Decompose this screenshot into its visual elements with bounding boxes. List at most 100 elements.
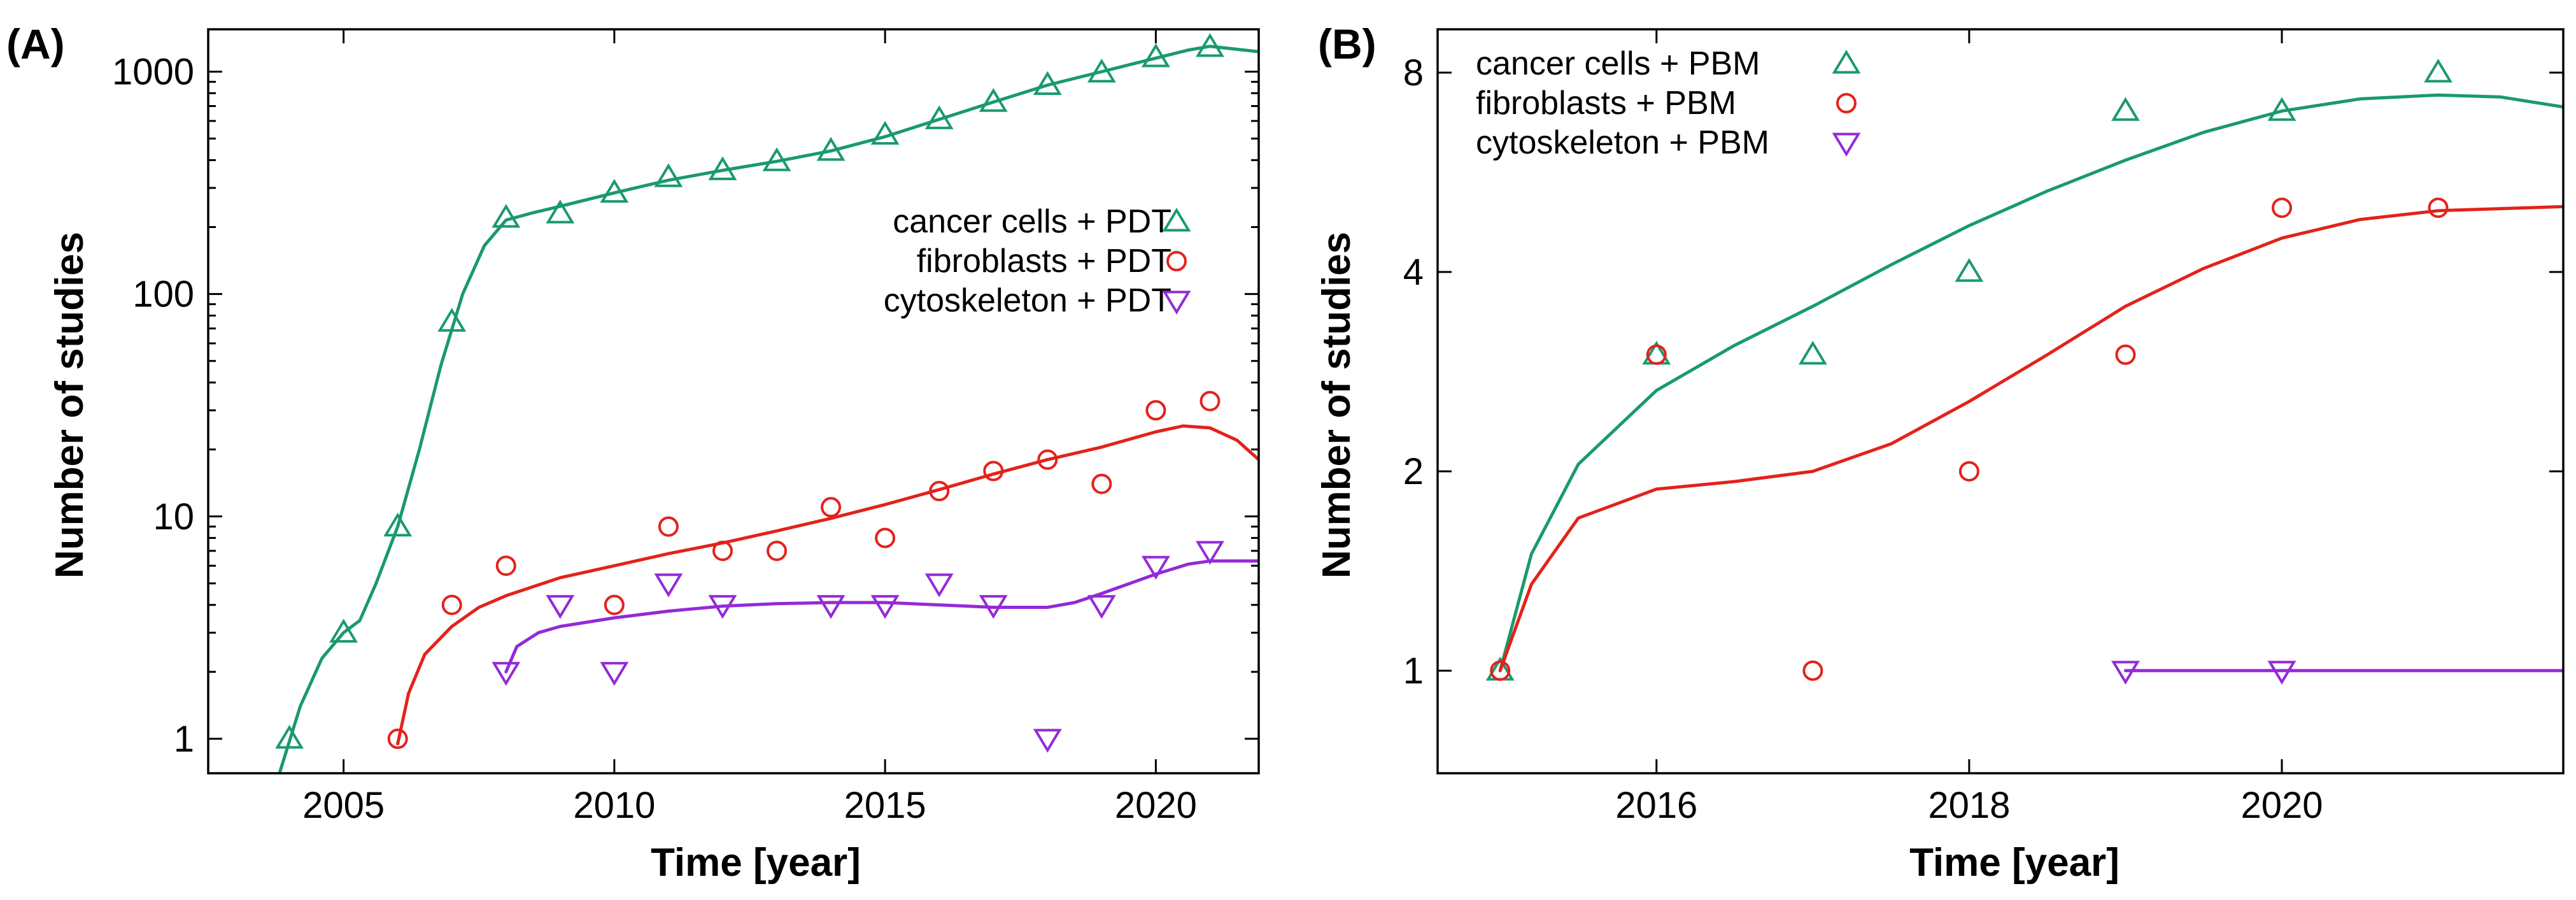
panel-b-frame	[1436, 28, 2565, 775]
legend-label: fibroblasts + PBM	[1476, 85, 1736, 122]
panel-a-frame	[207, 28, 1260, 775]
legend-label: cancer cells + PDT	[893, 203, 1171, 240]
data-point	[1955, 258, 1984, 282]
data-point	[604, 594, 625, 615]
data-point	[437, 308, 467, 332]
panel-b-label: (B)	[1318, 20, 1376, 68]
data-point	[1646, 344, 1667, 365]
legend-marker	[1162, 290, 1191, 315]
series-fibroblasts-pbm	[1490, 197, 2563, 681]
data-point	[1091, 473, 1112, 494]
x-tick-label: 2005	[302, 785, 385, 826]
data-point	[2428, 197, 2449, 218]
panel-b-x-axis-label: Time [year]	[1909, 841, 2120, 885]
data-point	[387, 728, 408, 749]
legend-marker	[1832, 132, 1861, 157]
data-point	[870, 120, 900, 145]
data-point	[1141, 555, 1170, 580]
data-point	[1802, 660, 1823, 681]
data-point	[2267, 97, 2296, 121]
data-point	[767, 540, 788, 561]
data-point	[708, 595, 737, 619]
y-tick-label: 4	[1403, 252, 1424, 293]
data-point	[1087, 59, 1116, 83]
data-point	[1037, 449, 1058, 470]
data-point	[821, 497, 842, 518]
x-tick-label: 2020	[1115, 785, 1197, 826]
legend-label: cytoskeleton + PBM	[1476, 124, 1769, 161]
data-point	[983, 461, 1004, 482]
panel-a-plot-area: 2005 2010 2015 2020 1 10 100 1000	[112, 29, 1259, 826]
data-point	[762, 147, 791, 171]
panel-b-plot-area: 2016 2018 2020 1 2 4 8	[1403, 29, 2563, 826]
data-point	[708, 156, 737, 180]
data-point	[924, 105, 954, 129]
data-point	[924, 573, 954, 597]
y-tick-label: 1	[174, 718, 194, 760]
data-point	[383, 512, 413, 537]
panel-b: (B) Number of studies Time [year] 2016 20…	[1315, 20, 2565, 885]
data-point	[816, 595, 846, 619]
data-point	[2424, 59, 2452, 83]
data-point	[816, 137, 846, 161]
data-point	[2115, 344, 2136, 365]
data-point	[979, 88, 1008, 112]
legend-marker	[1836, 93, 1857, 113]
data-point	[654, 163, 683, 187]
data-point	[1958, 461, 1979, 482]
legend-label: fibroblasts + PDT	[917, 243, 1171, 280]
x-tick-label: 2016	[1615, 785, 1697, 826]
data-point	[1145, 400, 1166, 421]
panel-a-label: (A)	[6, 20, 65, 68]
panel-a-y-axis-label: Number of studies	[48, 232, 92, 578]
series-cytoskeleton-pbm	[2111, 661, 2563, 685]
data-point	[275, 725, 304, 749]
y-tick-label: 100	[132, 274, 194, 315]
data-point	[1196, 32, 1224, 57]
data-point	[1033, 729, 1062, 753]
fit-line	[278, 45, 1259, 773]
data-point	[546, 595, 575, 619]
data-point	[2111, 97, 2140, 121]
data-point	[929, 480, 950, 501]
legend-marker	[1162, 208, 1191, 232]
data-point	[1200, 390, 1221, 411]
series-cancer-cells-pbm	[1485, 59, 2563, 681]
legend-marker	[1832, 50, 1861, 74]
y-tick-label: 10	[153, 496, 194, 538]
data-point	[979, 595, 1008, 619]
fit-line	[396, 424, 1259, 746]
data-point	[600, 662, 629, 686]
data-point	[1798, 340, 1827, 365]
y-tick-label: 1	[1403, 650, 1424, 692]
data-point	[495, 555, 516, 576]
y-tick-label: 2	[1403, 451, 1424, 492]
panel-a: (A) Number of studies Time [year] 2005 20…	[6, 20, 1260, 885]
data-point	[1141, 43, 1170, 68]
x-tick-label: 2020	[2240, 785, 2323, 826]
x-tick-label: 2018	[1928, 785, 2010, 826]
data-point	[1490, 660, 1511, 681]
series-fibroblasts-pdt	[387, 390, 1259, 749]
fit-line	[1498, 93, 2563, 673]
data-point	[492, 204, 521, 228]
x-tick-label: 2015	[844, 785, 926, 826]
data-point	[712, 540, 733, 561]
data-point	[600, 178, 629, 203]
legend-marker	[1166, 251, 1187, 271]
data-point	[1087, 595, 1116, 619]
data-point	[875, 527, 896, 548]
data-point	[2272, 197, 2292, 218]
series-cancer-cells-pdt	[275, 32, 1259, 773]
y-tick-label: 8	[1403, 52, 1424, 94]
panel-a-x-axis-label: Time [year]	[651, 841, 861, 885]
panel-b-y-axis-label: Number of studies	[1315, 232, 1359, 578]
data-point	[546, 199, 575, 224]
data-point	[654, 573, 683, 597]
data-point	[329, 618, 358, 643]
legend-label: cancer cells + PBM	[1476, 45, 1760, 82]
x-tick-label: 2010	[573, 785, 655, 826]
